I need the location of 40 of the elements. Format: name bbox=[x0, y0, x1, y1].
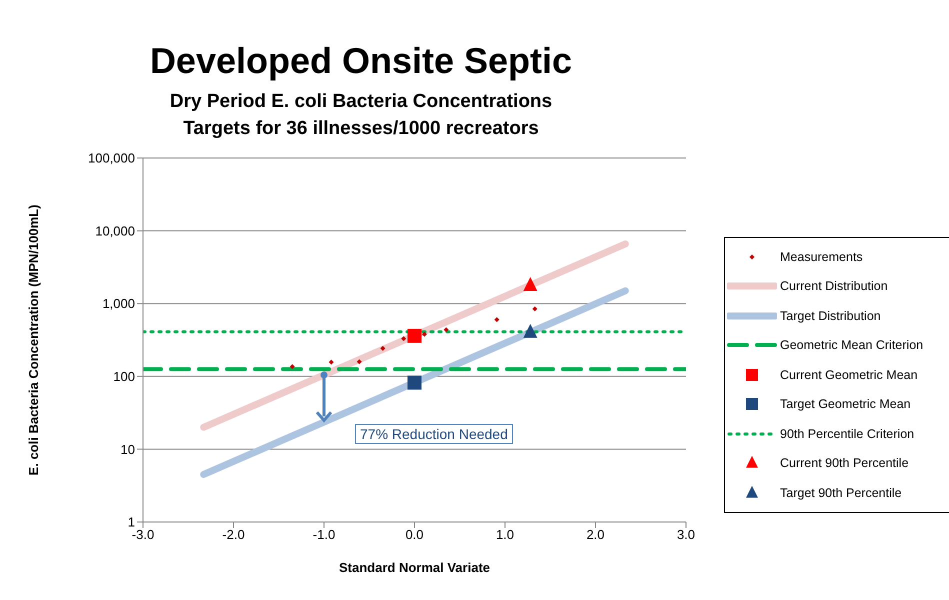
point bbox=[523, 324, 538, 338]
chart-subtitle: Dry Period E. coli Bacteria Concentrations Targets for 36 illnesses/1000 recreators bbox=[168, 90, 554, 141]
x-tick-label: 2.0 bbox=[586, 527, 605, 542]
x-tick-label: 1.0 bbox=[496, 527, 514, 542]
x-tick-label: -2.0 bbox=[222, 527, 245, 542]
chart-title: Developed Onsite Septic bbox=[148, 40, 574, 82]
x-tick-label: -3.0 bbox=[132, 527, 154, 542]
y-tick-label: 10,000 bbox=[95, 223, 135, 238]
point bbox=[523, 276, 538, 291]
point bbox=[380, 346, 386, 351]
legend-label: Measurements bbox=[780, 250, 863, 264]
x-tick-label: 3.0 bbox=[676, 527, 696, 542]
point bbox=[408, 328, 422, 343]
legend-label: Geometric Mean Criterion bbox=[780, 338, 924, 352]
y-tick-label: 10 bbox=[120, 442, 135, 457]
point bbox=[408, 376, 422, 390]
y-tick-label: 100 bbox=[113, 369, 135, 384]
y-tick-label: 1,000 bbox=[102, 296, 135, 312]
point bbox=[290, 364, 295, 370]
legend-label: Current Distribution bbox=[780, 279, 888, 294]
x-tick-label: 0.0 bbox=[405, 527, 424, 542]
point bbox=[328, 360, 334, 365]
legend-label: 90th Percentile Criterion bbox=[780, 426, 914, 441]
legend-label: Target Geometric Mean bbox=[780, 397, 911, 412]
point bbox=[401, 336, 406, 342]
x-tick-label: -1.0 bbox=[312, 527, 336, 542]
point bbox=[422, 332, 427, 337]
legend-label: Current Geometric Mean bbox=[780, 368, 918, 382]
y-tick-label: 100,000 bbox=[88, 150, 135, 166]
legend-label: Target Distribution bbox=[780, 308, 881, 323]
point bbox=[444, 327, 449, 332]
point bbox=[494, 317, 500, 322]
point bbox=[356, 359, 362, 364]
point bbox=[532, 306, 538, 312]
legend-label: Current 90th Percentile bbox=[780, 456, 909, 470]
y-tick-label: 1 bbox=[128, 514, 135, 530]
x-axis-title: Standard Normal Variate bbox=[339, 560, 490, 575]
legend-label: Target 90th Percentile bbox=[780, 486, 902, 500]
annotation: 77% Reduction Needed bbox=[355, 424, 513, 444]
y-axis-title: E. coli Bacteria Concentration (MPN/100mL) bbox=[25, 204, 42, 478]
